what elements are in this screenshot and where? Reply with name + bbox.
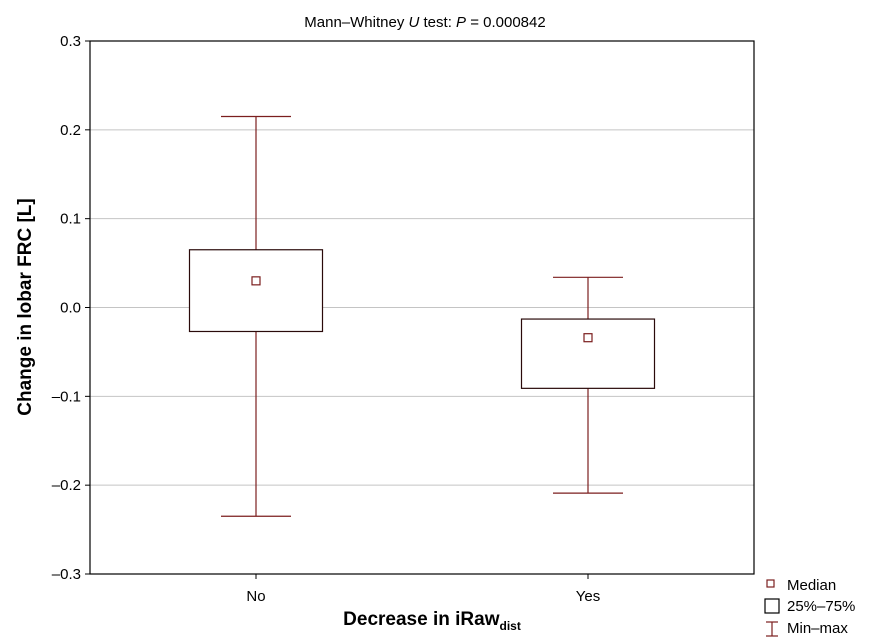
- plot-area-frame: [89, 40, 755, 575]
- y-axis-label: Change in lobar FRC [L]: [15, 198, 36, 415]
- box-plot-series: [188, 115, 656, 517]
- y-tick-label: –0.3: [52, 566, 81, 583]
- y-tick-label: 0.2: [60, 122, 81, 139]
- legend-box-symbol: [764, 598, 780, 614]
- median-marker: [583, 333, 593, 343]
- x-axis-ticks: No Yes: [246, 574, 600, 605]
- box-yes: [520, 276, 656, 494]
- iqr-box: [520, 318, 656, 389]
- y-tick-label: 0.1: [60, 211, 81, 228]
- y-tick-label: –0.1: [52, 388, 81, 405]
- median-marker: [251, 276, 261, 286]
- legend-whisker-label: Min–max: [787, 620, 848, 637]
- iqr-box: [188, 249, 324, 333]
- y-tick-label: 0.3: [60, 33, 81, 50]
- legend-median-symbol: [766, 579, 775, 588]
- x-tick-label: No: [246, 588, 265, 605]
- box-no: [188, 115, 324, 517]
- x-tick-label: Yes: [576, 588, 600, 605]
- y-tick-label: –0.2: [52, 477, 81, 494]
- legend: Median 25%–75% Min–max: [764, 577, 855, 637]
- y-axis-ticks: 0.3 0.2 0.1 0.0 –0.1 –0.2 –0.3: [52, 33, 90, 583]
- legend-whisker-symbol: [766, 621, 778, 637]
- chart-title: Mann–Whitney U test: P = 0.000842: [304, 14, 545, 31]
- y-tick-label: 0.0: [60, 300, 81, 317]
- legend-box-label: 25%–75%: [787, 598, 855, 615]
- legend-median-label: Median: [787, 577, 836, 594]
- x-axis-label: Decrease in iRawdist: [343, 609, 521, 633]
